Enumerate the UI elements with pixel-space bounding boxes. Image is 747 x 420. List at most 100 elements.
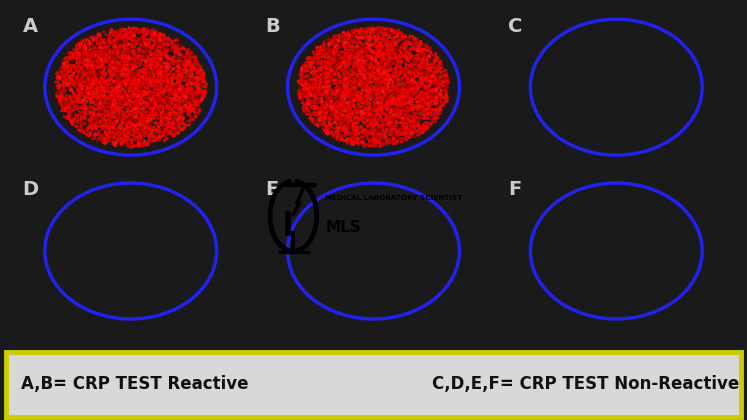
Point [362, 105, 374, 112]
Point [338, 108, 350, 114]
Point [94, 68, 106, 74]
Point [414, 106, 426, 113]
Point [342, 52, 354, 59]
Point [394, 36, 406, 43]
Point [158, 60, 170, 66]
Point [421, 122, 433, 129]
Point [326, 52, 338, 58]
Point [137, 79, 149, 86]
Point [298, 68, 310, 75]
Point [317, 86, 329, 92]
Point [424, 78, 436, 84]
Point [426, 79, 438, 85]
Point [382, 113, 394, 119]
Point [376, 91, 388, 97]
Point [370, 106, 382, 113]
Point [176, 89, 187, 96]
Point [317, 88, 329, 94]
Point [174, 66, 186, 73]
Point [412, 106, 424, 113]
Point [393, 73, 405, 79]
Point [93, 113, 105, 120]
Point [400, 48, 412, 55]
Point [346, 118, 358, 124]
Point [376, 140, 388, 147]
Point [125, 46, 137, 52]
Point [60, 108, 72, 115]
Point [368, 116, 380, 122]
Point [394, 39, 406, 46]
Point [423, 105, 435, 112]
Point [348, 86, 360, 93]
Point [360, 79, 372, 86]
Point [135, 132, 147, 139]
Point [124, 98, 136, 105]
Point [155, 52, 167, 59]
Point [423, 120, 435, 126]
Point [60, 72, 72, 79]
Point [330, 94, 342, 101]
Point [306, 60, 317, 66]
Point [393, 100, 405, 106]
Point [342, 139, 354, 146]
Point [110, 79, 122, 86]
Point [388, 84, 400, 91]
Point [362, 61, 374, 68]
Point [388, 59, 400, 66]
Point [75, 82, 87, 89]
Point [103, 35, 115, 42]
Point [386, 71, 398, 77]
Point [182, 71, 194, 77]
Point [409, 95, 421, 102]
Point [332, 92, 344, 98]
Point [111, 112, 123, 119]
Point [165, 100, 177, 107]
Point [381, 41, 393, 48]
Point [311, 89, 323, 95]
Point [335, 126, 347, 132]
Point [300, 90, 311, 97]
Point [185, 58, 197, 65]
Point [412, 41, 424, 47]
Point [92, 63, 104, 70]
Point [132, 134, 144, 141]
Point [378, 71, 390, 78]
Point [303, 101, 315, 108]
Point [382, 127, 394, 134]
Point [147, 50, 159, 56]
Point [177, 85, 189, 92]
Point [63, 80, 75, 87]
Point [120, 60, 132, 66]
Point [171, 101, 183, 108]
Point [421, 49, 433, 56]
Point [84, 102, 96, 109]
Point [409, 61, 421, 68]
Point [91, 53, 103, 60]
Point [128, 30, 140, 37]
Point [106, 96, 118, 103]
Point [63, 53, 75, 60]
Point [84, 103, 96, 110]
Point [363, 55, 375, 62]
Point [163, 125, 175, 132]
Point [415, 50, 427, 57]
Point [146, 79, 158, 86]
Point [368, 45, 380, 51]
Point [140, 48, 152, 55]
Point [187, 86, 199, 92]
Point [129, 65, 141, 72]
Point [337, 107, 349, 113]
Point [93, 49, 105, 56]
Point [120, 68, 132, 74]
Point [60, 108, 72, 114]
Point [81, 93, 93, 100]
Point [376, 76, 388, 83]
Point [378, 55, 390, 61]
Point [412, 79, 424, 86]
Point [92, 103, 104, 110]
Point [402, 109, 414, 116]
Point [111, 119, 123, 126]
Point [433, 81, 444, 87]
Point [323, 60, 335, 67]
Point [144, 108, 156, 115]
